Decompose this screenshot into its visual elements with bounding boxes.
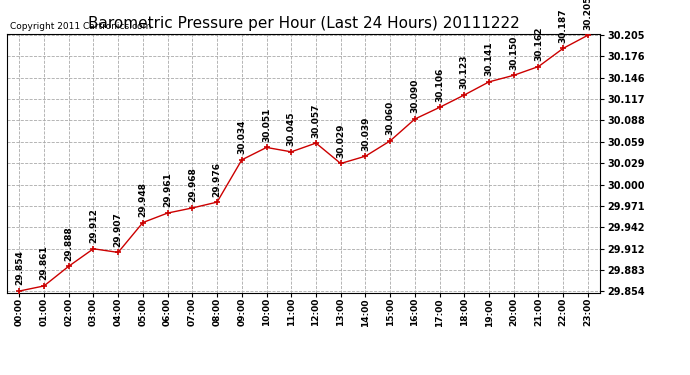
Text: 29.968: 29.968 (188, 168, 197, 202)
Text: 29.976: 29.976 (213, 162, 221, 196)
Text: 30.045: 30.045 (287, 112, 296, 146)
Title: Barometric Pressure per Hour (Last 24 Hours) 20111222: Barometric Pressure per Hour (Last 24 Ho… (88, 16, 520, 31)
Text: 30.205: 30.205 (584, 0, 593, 30)
Text: 29.948: 29.948 (139, 182, 148, 217)
Text: 29.907: 29.907 (114, 212, 123, 247)
Text: 29.861: 29.861 (39, 246, 48, 280)
Text: 29.854: 29.854 (14, 251, 23, 285)
Text: 30.039: 30.039 (361, 116, 370, 151)
Text: 30.090: 30.090 (411, 79, 420, 114)
Text: 29.912: 29.912 (89, 209, 98, 243)
Text: 30.187: 30.187 (559, 8, 568, 43)
Text: Copyright 2011 Cartronics.com: Copyright 2011 Cartronics.com (10, 22, 151, 31)
Text: 30.057: 30.057 (311, 103, 320, 138)
Text: 30.162: 30.162 (534, 27, 543, 61)
Text: 30.051: 30.051 (262, 108, 271, 142)
Text: 30.106: 30.106 (435, 68, 444, 102)
Text: 30.150: 30.150 (509, 35, 518, 70)
Text: 30.060: 30.060 (386, 101, 395, 135)
Text: 30.123: 30.123 (460, 55, 469, 89)
Text: 30.141: 30.141 (484, 42, 493, 76)
Text: 30.034: 30.034 (237, 120, 246, 154)
Text: 30.029: 30.029 (336, 123, 345, 158)
Text: 29.961: 29.961 (163, 172, 172, 207)
Text: 29.888: 29.888 (64, 226, 73, 261)
